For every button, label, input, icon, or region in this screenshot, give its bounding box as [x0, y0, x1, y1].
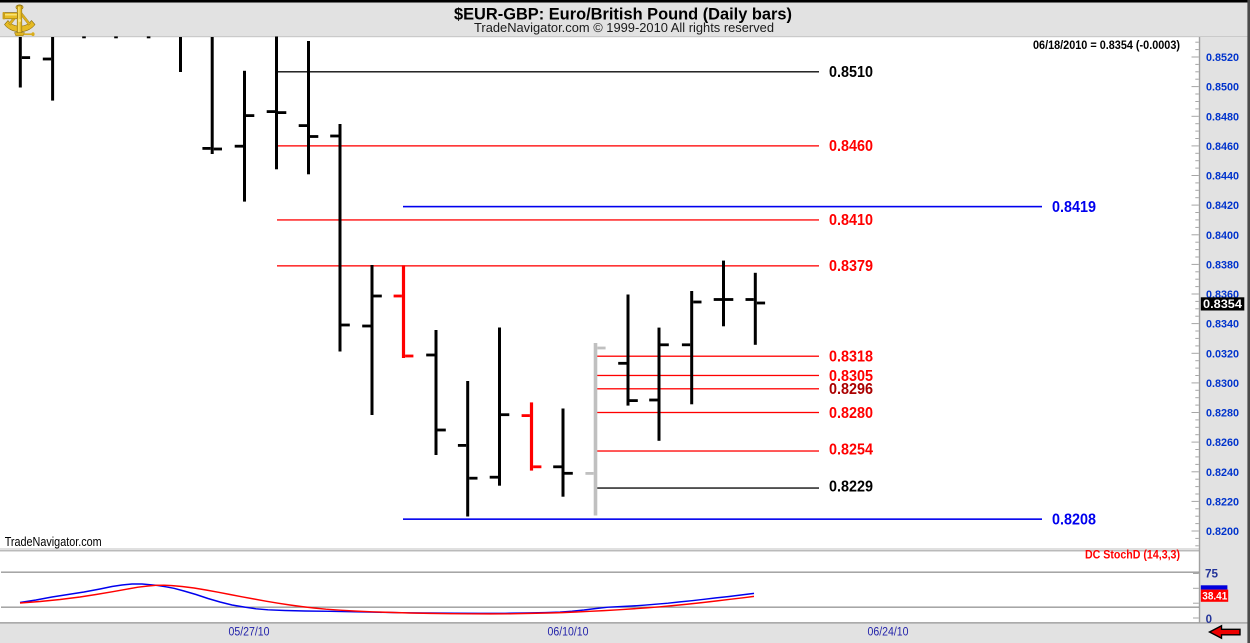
- svg-text:0.8354: 0.8354: [1203, 299, 1243, 311]
- svg-text:0.8419: 0.8419: [1052, 199, 1096, 216]
- svg-text:0: 0: [1206, 614, 1212, 626]
- svg-text:0.8380: 0.8380: [1206, 259, 1239, 271]
- svg-text:0.8318: 0.8318: [829, 349, 873, 366]
- svg-text:0.8208: 0.8208: [1052, 512, 1096, 529]
- svg-text:0.8400: 0.8400: [1206, 230, 1239, 242]
- svg-text:0.8280: 0.8280: [829, 405, 873, 422]
- svg-text:0.8220: 0.8220: [1206, 496, 1239, 508]
- svg-text:75: 75: [1205, 568, 1219, 580]
- svg-text:0.8260: 0.8260: [1206, 437, 1239, 449]
- svg-text:0.8460: 0.8460: [829, 138, 873, 155]
- svg-text:0.8520: 0.8520: [1206, 52, 1239, 64]
- svg-text:0.8379: 0.8379: [829, 258, 873, 275]
- svg-text:0.8340: 0.8340: [1206, 319, 1239, 331]
- svg-text:0.8410: 0.8410: [829, 212, 873, 229]
- svg-text:05/27/10: 05/27/10: [229, 627, 270, 639]
- svg-text:0.0320: 0.0320: [1206, 348, 1239, 360]
- svg-text:0.8280: 0.8280: [1206, 408, 1239, 420]
- svg-text:0.8229: 0.8229: [829, 478, 873, 495]
- svg-text:06/18/2010 = 0.8354 (-0.0003): 06/18/2010 = 0.8354 (-0.0003): [1033, 40, 1180, 52]
- svg-text:06/10/10: 06/10/10: [548, 627, 589, 639]
- svg-text:0.8510: 0.8510: [829, 64, 873, 81]
- svg-text:0.8240: 0.8240: [1206, 467, 1239, 479]
- svg-text:0.8200: 0.8200: [1206, 526, 1239, 538]
- svg-text:0.8460: 0.8460: [1206, 141, 1239, 153]
- svg-text:0.8300: 0.8300: [1206, 378, 1239, 390]
- svg-text:0.8480: 0.8480: [1206, 111, 1239, 123]
- svg-text:0.8296: 0.8296: [829, 381, 873, 398]
- svg-text:DC StochD (14,3,3): DC StochD (14,3,3): [1085, 550, 1180, 562]
- svg-text:0.8254: 0.8254: [829, 441, 873, 458]
- svg-text:0.8440: 0.8440: [1206, 171, 1239, 183]
- svg-text:0.8420: 0.8420: [1206, 200, 1239, 212]
- svg-text:38.41: 38.41: [1202, 591, 1227, 603]
- svg-text:TradeNavigator.com © 1999-2010: TradeNavigator.com © 1999-2010 All right…: [474, 20, 774, 35]
- svg-text:06/24/10: 06/24/10: [868, 627, 909, 639]
- svg-text:0.8305: 0.8305: [829, 368, 873, 385]
- svg-text:0.8500: 0.8500: [1206, 82, 1239, 94]
- svg-text:$EUR-GBP: Euro/British Pound: $EUR-GBP: Euro/British Pound (Daily bars…: [454, 6, 792, 24]
- svg-text:TradeNavigator.com: TradeNavigator.com: [5, 535, 102, 549]
